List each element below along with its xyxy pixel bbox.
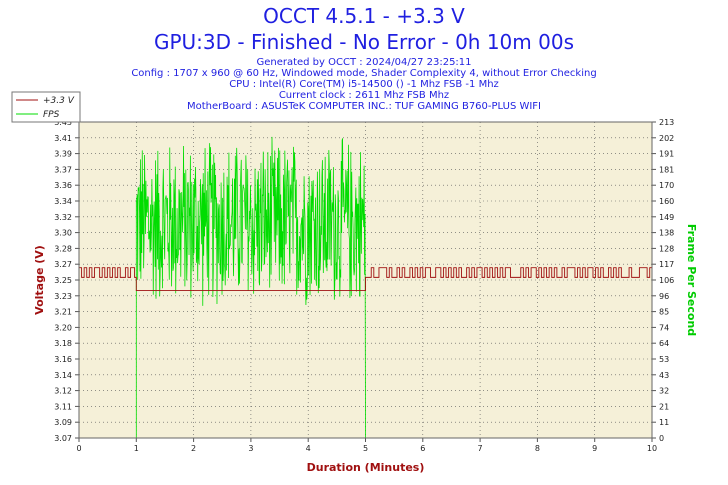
x-tick-label: 6	[420, 444, 425, 453]
x-tick-label: 9	[592, 444, 597, 453]
x-tick-label: 10	[647, 444, 657, 453]
y-tick-label: 3.28	[54, 244, 72, 253]
y-tick-label: 3.30	[54, 229, 72, 238]
x-tick-label: 5	[363, 444, 368, 453]
info-line-cpu: CPU : Intel(R) Core(TM) i5-14500 () -1 M…	[229, 79, 499, 90]
chart-title: OCCT 4.5.1 - +3.3 V	[263, 4, 465, 28]
y2-tick-label: 11	[659, 418, 669, 427]
y-tick-label: 3.36	[54, 181, 72, 190]
legend-fps-label: FPS	[43, 110, 60, 120]
y2-tick-label: 149	[659, 213, 674, 222]
y-tick-label: 3.09	[54, 418, 72, 427]
grid	[79, 122, 652, 438]
y2-tick-label: 53	[659, 355, 669, 364]
legend-box	[11, 91, 81, 123]
info-line-config: Config : 1707 x 960 @ 60 Hz, Windowed mo…	[131, 68, 597, 79]
y2-tick-label: 170	[659, 181, 674, 190]
x-tick-label: 0	[76, 444, 81, 453]
series-fps-line	[79, 136, 652, 439]
y-tick-label: 3.21	[54, 308, 72, 317]
x-axis-label: Duration (Minutes)	[307, 461, 425, 474]
info-line-motherboard: MotherBoard : ASUSTeK COMPUTER INC.: TUF…	[186, 101, 542, 112]
y2-tick-label: 213	[659, 118, 674, 127]
y-tick-label: 3.39	[54, 150, 72, 159]
y-tick-label: 3.27	[54, 260, 72, 269]
y-tick-label: 3.16	[54, 355, 72, 364]
info-line-clock: Current clock : 2611 Mhz FSB Mhz	[278, 90, 450, 101]
y2-tick-label: 64	[659, 339, 669, 348]
series-voltage-line	[79, 267, 652, 291]
x-tick-label: 8	[535, 444, 540, 453]
x-tick-label: 3	[248, 444, 253, 453]
y2-tick-label: 160	[659, 197, 674, 206]
y2-tick-label: 117	[659, 260, 674, 269]
y2-tick-label: 191	[659, 150, 674, 159]
y-tick-label: 3.34	[54, 197, 72, 206]
y2-tick-label: 202	[659, 134, 674, 143]
series-layer	[79, 136, 652, 439]
y-tick-label: 3.25	[54, 276, 72, 285]
x-tick-label: 2	[191, 444, 196, 453]
y-tick-label: 3.12	[54, 387, 72, 396]
y-axis-label: Voltage (V)	[33, 245, 46, 315]
y2-tick-label: 106	[659, 276, 674, 285]
plot-frame	[78, 121, 653, 439]
legend: +3.3 V FPS	[11, 91, 81, 123]
x-tick-label: 4	[306, 444, 311, 453]
y-tick-label: 3.14	[54, 371, 72, 380]
y2-tick-label: 85	[659, 308, 669, 317]
y-tick-label: 3.41	[54, 134, 72, 143]
y2-tick-label: 138	[659, 229, 674, 238]
x-tick-label: 7	[478, 444, 483, 453]
axis-ticks: 0 1 2 3 4 5 6 7 8 9 10 3.07 0 3.09 11 3.11 21 3.12 32 3.14 4…	[54, 118, 674, 453]
y2-tick-label: 43	[659, 371, 669, 380]
y-tick-label: 3.07	[54, 434, 72, 443]
y2-tick-label: 21	[659, 402, 669, 411]
x-tick-label: 1	[134, 444, 139, 453]
y2-tick-label: 32	[659, 387, 669, 396]
y-tick-label: 3.23	[54, 292, 72, 301]
info-line-generated: Generated by OCCT : 2024/04/27 23:25:11	[256, 57, 472, 68]
y2-tick-label: 96	[659, 292, 669, 301]
y2-tick-label: 0	[659, 434, 664, 443]
y-tick-label: 3.11	[54, 402, 72, 411]
legend-voltage-label: +3.3 V	[43, 96, 75, 106]
y2-tick-label: 128	[659, 244, 674, 253]
y-tick-label: 3.18	[54, 339, 72, 348]
y2-tick-label: 181	[659, 165, 674, 174]
y-tick-label: 3.20	[54, 323, 72, 332]
chart-subtitle: GPU:3D - Finished - No Error - 0h 10m 00…	[153, 30, 574, 54]
y2-axis-label: Frame Per Second	[685, 224, 698, 336]
y2-tick-label: 74	[659, 323, 669, 332]
y-tick-label: 3.37	[54, 165, 72, 174]
y-tick-label: 3.32	[54, 213, 72, 222]
